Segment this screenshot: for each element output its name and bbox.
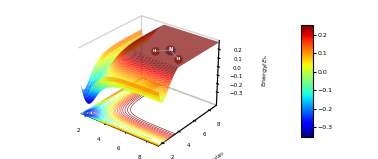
Y-axis label: $R_{\rm NH}/a_0$: $R_{\rm NH}/a_0$ — [205, 149, 228, 159]
